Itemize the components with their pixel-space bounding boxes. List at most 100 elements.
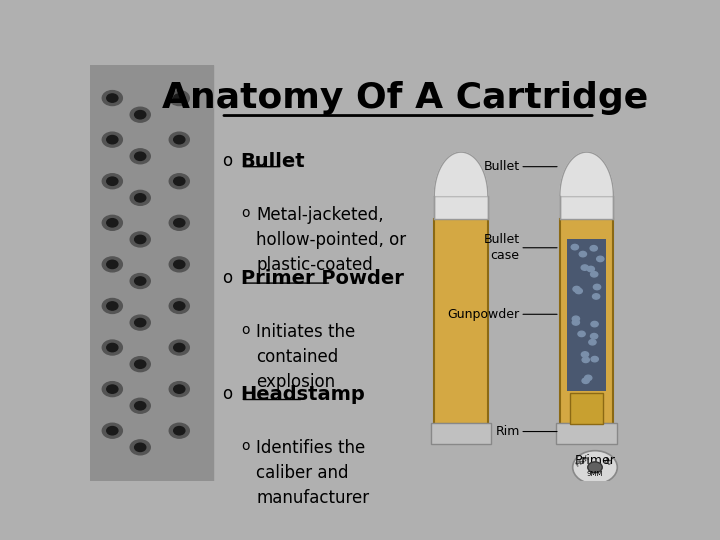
Circle shape <box>107 343 118 352</box>
Circle shape <box>169 423 189 438</box>
Circle shape <box>572 451 617 484</box>
Circle shape <box>135 319 145 327</box>
Circle shape <box>591 321 598 327</box>
Circle shape <box>593 284 600 289</box>
Circle shape <box>169 257 189 272</box>
Circle shape <box>174 260 185 268</box>
Text: o: o <box>241 322 249 336</box>
Text: Bullet: Bullet <box>484 160 520 173</box>
Circle shape <box>102 382 122 396</box>
Circle shape <box>107 385 118 393</box>
Polygon shape <box>560 152 613 196</box>
Bar <box>431 423 491 444</box>
Circle shape <box>174 302 185 310</box>
Circle shape <box>585 375 592 381</box>
Circle shape <box>573 286 580 292</box>
Circle shape <box>593 294 600 299</box>
Circle shape <box>169 382 189 396</box>
Circle shape <box>130 399 150 413</box>
Circle shape <box>590 272 598 277</box>
Circle shape <box>572 316 580 321</box>
Circle shape <box>130 107 150 122</box>
Circle shape <box>580 252 587 257</box>
Text: Identifies the
caliber and
manufacturer: Identifies the caliber and manufacturer <box>256 439 369 507</box>
Text: o: o <box>241 439 249 453</box>
Circle shape <box>102 423 122 438</box>
Circle shape <box>174 94 185 102</box>
Circle shape <box>572 320 580 325</box>
Circle shape <box>582 357 590 362</box>
Circle shape <box>169 340 189 355</box>
Text: Bullet: Bullet <box>240 152 305 171</box>
Text: Anatomy Of A Cartridge: Anatomy Of A Cartridge <box>162 82 649 116</box>
Circle shape <box>107 427 118 435</box>
Text: 9MM: 9MM <box>587 471 603 477</box>
Circle shape <box>107 219 118 227</box>
Circle shape <box>169 91 189 105</box>
Circle shape <box>174 136 185 144</box>
Text: o: o <box>222 268 232 287</box>
Bar <box>570 393 603 424</box>
Bar <box>557 423 617 444</box>
Circle shape <box>589 340 596 345</box>
Circle shape <box>597 256 604 261</box>
Circle shape <box>135 277 145 285</box>
Circle shape <box>588 462 602 472</box>
Circle shape <box>582 378 589 383</box>
Circle shape <box>169 215 189 230</box>
Bar <box>90 65 213 481</box>
Text: Bullet
case: Bullet case <box>484 233 520 262</box>
Circle shape <box>581 265 588 271</box>
Circle shape <box>135 235 145 244</box>
Circle shape <box>174 427 185 435</box>
Circle shape <box>581 352 589 357</box>
Circle shape <box>135 443 145 451</box>
Circle shape <box>102 257 122 272</box>
Text: o: o <box>241 206 249 220</box>
Circle shape <box>130 315 150 330</box>
Circle shape <box>130 440 150 455</box>
Polygon shape <box>434 152 488 196</box>
Circle shape <box>174 219 185 227</box>
Circle shape <box>107 94 118 102</box>
Circle shape <box>102 174 122 188</box>
Text: o: o <box>222 385 232 403</box>
Circle shape <box>107 302 118 310</box>
Circle shape <box>107 260 118 268</box>
Circle shape <box>169 174 189 188</box>
Circle shape <box>135 194 145 202</box>
Circle shape <box>107 136 118 144</box>
Bar <box>567 239 606 391</box>
Circle shape <box>102 91 122 105</box>
Circle shape <box>102 340 122 355</box>
Circle shape <box>591 356 598 362</box>
Circle shape <box>130 232 150 247</box>
Circle shape <box>130 149 150 164</box>
Circle shape <box>102 215 122 230</box>
Bar <box>560 219 613 424</box>
Circle shape <box>174 177 185 185</box>
Circle shape <box>590 334 598 339</box>
Circle shape <box>130 191 150 205</box>
Circle shape <box>135 360 145 368</box>
Circle shape <box>102 299 122 313</box>
Text: Primer Powder: Primer Powder <box>240 268 403 287</box>
Text: 50: 50 <box>602 456 613 467</box>
Bar <box>434 219 488 424</box>
Circle shape <box>102 132 122 147</box>
Text: Primer: Primer <box>575 454 616 467</box>
Text: Initiates the
contained
explosion: Initiates the contained explosion <box>256 322 356 390</box>
Circle shape <box>575 288 582 294</box>
Text: Headstamp: Headstamp <box>240 385 366 404</box>
Circle shape <box>588 266 595 272</box>
Circle shape <box>578 331 585 336</box>
Text: Gunpowder: Gunpowder <box>448 308 520 321</box>
Bar <box>434 196 488 219</box>
Circle shape <box>169 132 189 147</box>
Text: Metal-jacketed,
hollow-pointed, or
plastic-coated: Metal-jacketed, hollow-pointed, or plast… <box>256 206 406 274</box>
Circle shape <box>174 385 185 393</box>
Text: o: o <box>222 152 232 170</box>
Circle shape <box>135 111 145 119</box>
Circle shape <box>130 274 150 288</box>
Bar <box>560 196 613 219</box>
